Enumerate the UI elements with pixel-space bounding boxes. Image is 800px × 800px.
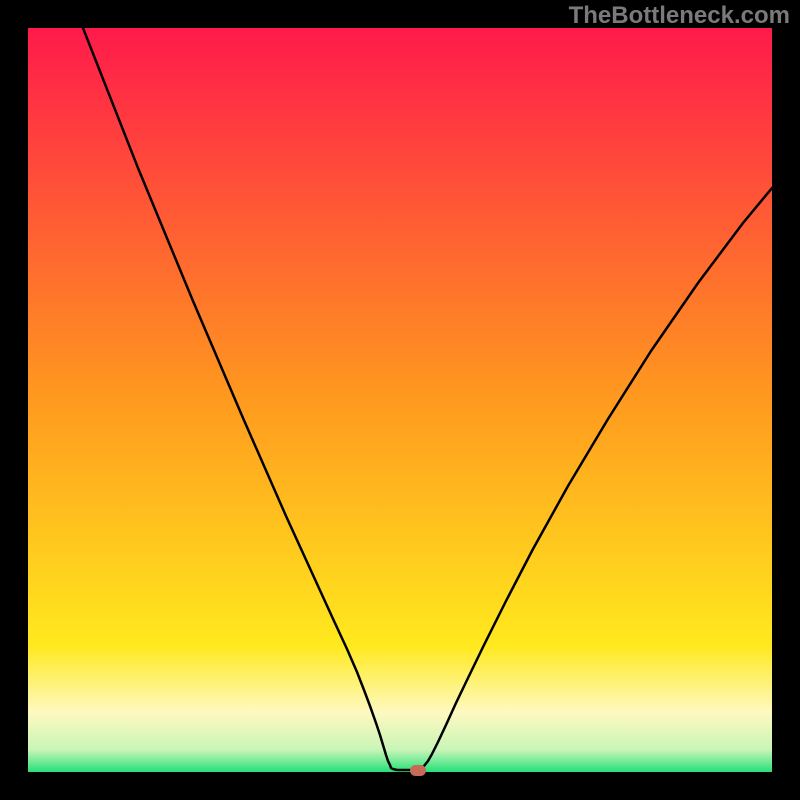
curve-path xyxy=(83,28,772,770)
frame: TheBottleneck.com xyxy=(0,0,800,800)
watermark-text: TheBottleneck.com xyxy=(569,2,790,30)
bottleneck-curve xyxy=(28,28,772,772)
optimum-marker xyxy=(410,765,426,776)
plot-area xyxy=(28,28,772,772)
